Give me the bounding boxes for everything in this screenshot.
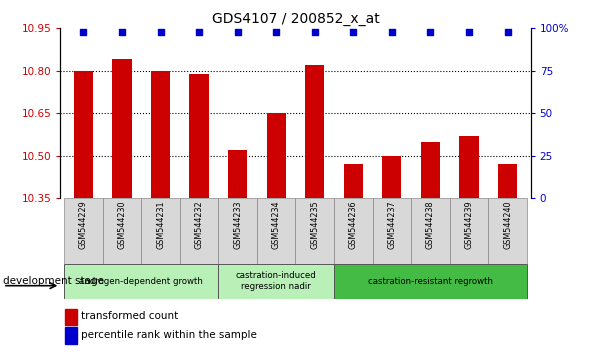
Text: GSM544234: GSM544234 [272, 200, 280, 249]
Bar [459, 136, 479, 198]
Bar [218, 198, 257, 264]
Text: castration-resistant regrowth: castration-resistant regrowth [368, 277, 493, 286]
Bar [64, 264, 218, 299]
Bar [411, 198, 450, 264]
Bar [498, 164, 517, 198]
Bar [151, 71, 170, 198]
Bar [103, 198, 141, 264]
Point [271, 29, 281, 35]
Point [156, 29, 165, 35]
Bar [74, 71, 93, 198]
Bar [488, 198, 527, 264]
Bar [228, 150, 247, 198]
Bar [382, 156, 402, 198]
Text: percentile rank within the sample: percentile rank within the sample [81, 330, 257, 340]
Point [78, 29, 88, 35]
Bar [305, 65, 324, 198]
Bar [141, 198, 180, 264]
Text: GSM544238: GSM544238 [426, 200, 435, 249]
Text: development stage: development stage [3, 276, 104, 286]
Point [117, 29, 127, 35]
Bar [450, 198, 488, 264]
Bar [218, 264, 334, 299]
Text: GSM544235: GSM544235 [311, 200, 319, 249]
Bar [65, 309, 77, 325]
Bar [257, 198, 295, 264]
Text: androgen-dependent growth: androgen-dependent growth [80, 277, 203, 286]
Point [503, 29, 513, 35]
Text: transformed count: transformed count [81, 311, 178, 321]
Point [233, 29, 242, 35]
Bar [334, 264, 527, 299]
Bar [295, 198, 334, 264]
Point [310, 29, 320, 35]
Point [426, 29, 435, 35]
Point [349, 29, 358, 35]
Bar [373, 198, 411, 264]
Text: GSM544232: GSM544232 [195, 200, 204, 249]
Text: GSM544237: GSM544237 [387, 200, 396, 249]
Bar [64, 198, 103, 264]
Bar [180, 198, 218, 264]
Text: GSM544231: GSM544231 [156, 200, 165, 249]
Text: GSM544240: GSM544240 [503, 200, 512, 249]
Bar [421, 142, 440, 198]
Bar [267, 113, 286, 198]
Bar [112, 59, 131, 198]
Text: GSM544236: GSM544236 [349, 200, 358, 249]
Title: GDS4107 / 200852_x_at: GDS4107 / 200852_x_at [212, 12, 379, 26]
Point [387, 29, 397, 35]
Bar [344, 164, 363, 198]
Text: GSM544239: GSM544239 [464, 200, 473, 249]
Bar [65, 327, 77, 343]
Point [464, 29, 474, 35]
Text: GSM544230: GSM544230 [118, 200, 127, 249]
Bar [189, 74, 209, 198]
Bar [334, 198, 373, 264]
Text: GSM544229: GSM544229 [79, 200, 88, 249]
Text: GSM544233: GSM544233 [233, 200, 242, 249]
Point [194, 29, 204, 35]
Text: castration-induced
regression nadir: castration-induced regression nadir [236, 272, 317, 291]
